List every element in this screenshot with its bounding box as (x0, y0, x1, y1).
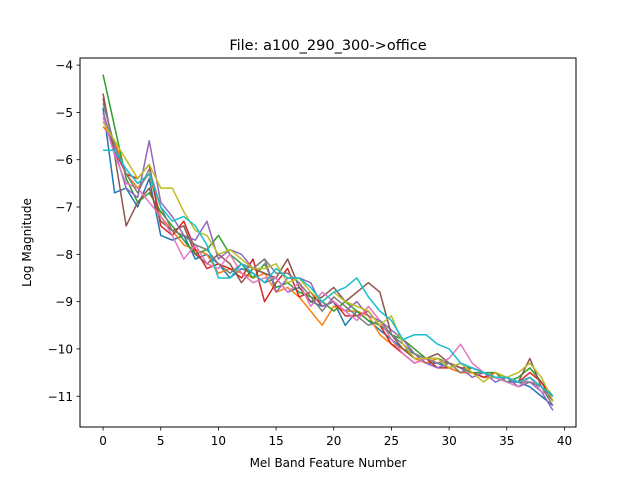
x-axis-label: Mel Band Feature Number (250, 456, 407, 470)
x-tick-label: 25 (384, 434, 399, 448)
x-tick-label: 40 (557, 434, 572, 448)
plot-area (80, 58, 576, 427)
chart-title: File: a100_290_300->office (229, 38, 426, 54)
y-tick-label: −11 (48, 390, 73, 404)
y-tick-label: −8 (55, 248, 73, 262)
x-tick-label: 35 (499, 434, 514, 448)
y-tick-label: −5 (55, 106, 73, 120)
y-axis: −11 −10 −9 −8 −7 −6 −5 −4 (48, 59, 80, 404)
x-tick-label: 10 (211, 434, 226, 448)
y-tick-label: −4 (55, 59, 73, 73)
x-tick-label: 15 (268, 434, 283, 448)
x-tick-label: 5 (157, 434, 165, 448)
y-tick-label: −9 (55, 295, 73, 309)
x-tick-label: 0 (99, 434, 107, 448)
y-axis-label: Log Magnitude (20, 198, 34, 287)
x-axis: 0 5 10 15 20 25 30 35 40 (99, 427, 572, 448)
y-tick-label: −6 (55, 153, 73, 167)
x-tick-label: 20 (326, 434, 341, 448)
series-layer (102, 74, 554, 411)
y-tick-label: −10 (48, 342, 73, 356)
series-line-10 (103, 149, 554, 397)
plot-frame (79, 57, 577, 428)
x-tick-label: 30 (441, 434, 456, 448)
y-tick-label: −7 (55, 201, 73, 215)
